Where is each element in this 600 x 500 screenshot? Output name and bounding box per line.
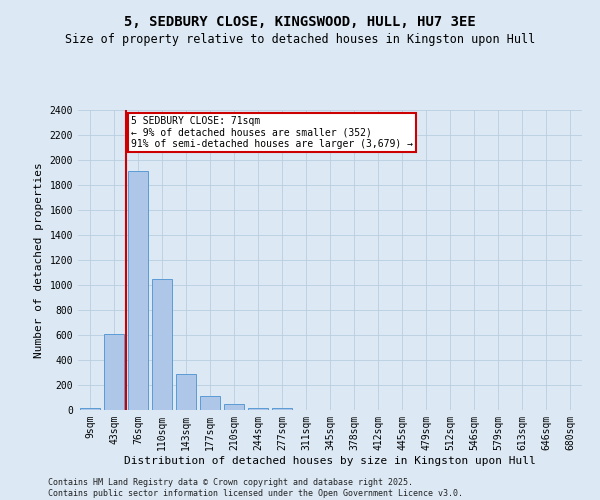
Text: 5 SEDBURY CLOSE: 71sqm
← 9% of detached houses are smaller (352)
91% of semi-det: 5 SEDBURY CLOSE: 71sqm ← 9% of detached … bbox=[131, 116, 413, 150]
Bar bbox=[224, 404, 244, 410]
Bar bbox=[176, 374, 196, 410]
Text: Contains HM Land Registry data © Crown copyright and database right 2025.
Contai: Contains HM Land Registry data © Crown c… bbox=[48, 478, 463, 498]
Bar bbox=[128, 171, 148, 410]
Y-axis label: Number of detached properties: Number of detached properties bbox=[34, 162, 44, 358]
Bar bbox=[200, 396, 220, 410]
Bar bbox=[104, 334, 124, 410]
Bar bbox=[248, 408, 268, 410]
Bar bbox=[80, 408, 100, 410]
X-axis label: Distribution of detached houses by size in Kingston upon Hull: Distribution of detached houses by size … bbox=[124, 456, 536, 466]
Bar bbox=[152, 280, 172, 410]
Text: Size of property relative to detached houses in Kingston upon Hull: Size of property relative to detached ho… bbox=[65, 32, 535, 46]
Text: 5, SEDBURY CLOSE, KINGSWOOD, HULL, HU7 3EE: 5, SEDBURY CLOSE, KINGSWOOD, HULL, HU7 3… bbox=[124, 15, 476, 29]
Bar bbox=[272, 408, 292, 410]
